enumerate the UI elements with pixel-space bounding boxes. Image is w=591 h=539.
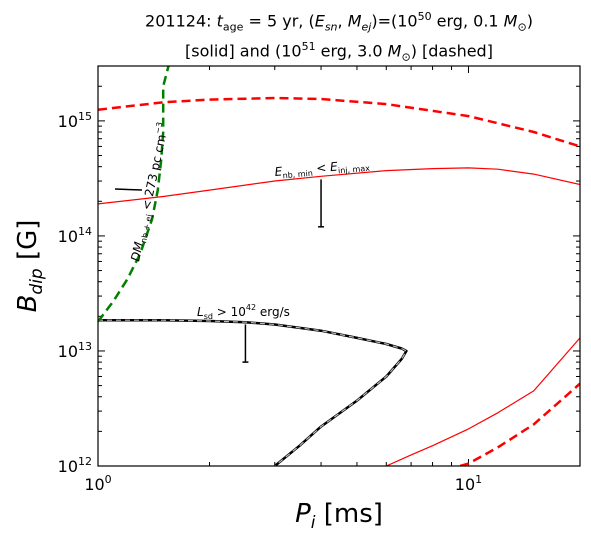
- series-line-3: [386, 337, 580, 466]
- tick-labels: 100 101 1012 1013 1014 1015: [58, 110, 483, 494]
- annotation-spindown: Lsd > 1042 erg/s: [197, 303, 290, 321]
- y-tick-label: 1014: [58, 225, 92, 246]
- annotation-energy: Enb, min < Einj, max: [274, 157, 371, 181]
- series-layer: [98, 66, 580, 466]
- x-axis-label: Pi [ms]: [295, 499, 383, 533]
- series-line-7: [98, 66, 170, 323]
- series-line-6: [98, 319, 407, 466]
- series-line-1: [98, 96, 580, 148]
- tick-marks: [97, 65, 581, 467]
- y-axis-label: Bdip [G]: [13, 220, 47, 313]
- annotation-dispersion-marker: [114, 188, 143, 191]
- plot-frame: [97, 65, 581, 467]
- series-line-5: [98, 318, 408, 466]
- y-tick-label: 1013: [58, 340, 92, 361]
- series-line-2: [98, 167, 580, 205]
- marker-layer: [242, 179, 325, 363]
- chart-title-line-2: [solid] and (1051 erg, 3.0 M⊙) [dashed]: [185, 40, 493, 64]
- chart-title-line-1: 201124: tage = 5 yr, (Esn, Mej)=(1050 er…: [145, 10, 533, 34]
- series-line-4: [459, 382, 580, 466]
- y-tick-label: 1012: [58, 455, 92, 476]
- y-tick-label: 1015: [58, 110, 92, 131]
- annotation-dispersion: DMnb + ej < 273 pc cm−3: [126, 121, 173, 263]
- x-tick-label: 101: [455, 473, 482, 494]
- x-tick-label: 100: [84, 473, 111, 494]
